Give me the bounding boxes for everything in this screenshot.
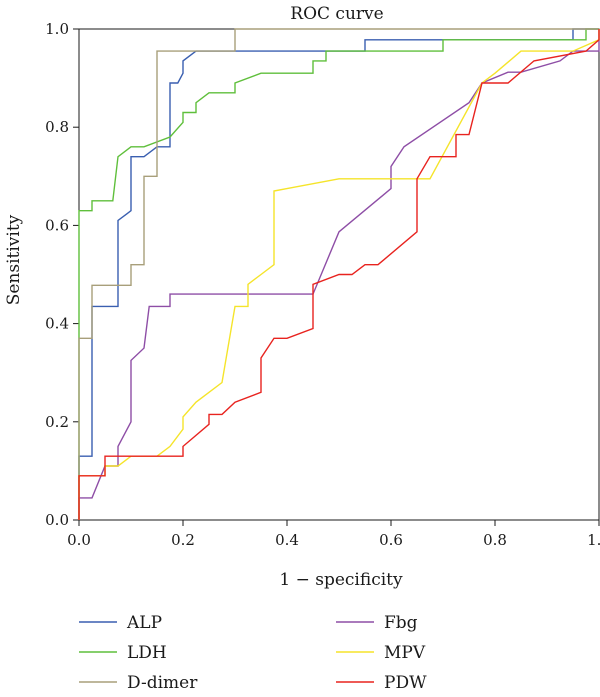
y-tick-label: 0.0: [45, 511, 69, 529]
y-axis-ticks: 0.0 0.2 0.4 0.6 0.8 1.0: [45, 20, 79, 529]
y-tick-label: 0.8: [45, 118, 69, 136]
x-tick-label: 0.8: [483, 531, 507, 549]
y-tick-label: 0.6: [45, 216, 69, 234]
legend-label: D-dimer: [127, 673, 198, 693]
x-tick-label: 0.0: [67, 531, 91, 549]
legend-item-pdw: PDW: [336, 673, 427, 693]
legend-label: MPV: [384, 643, 426, 663]
legend-item-ldh: LDH: [79, 643, 167, 663]
chart-title: ROC curve: [290, 4, 383, 24]
legend-label: PDW: [384, 673, 427, 693]
y-tick-label: 0.2: [45, 413, 69, 431]
y-tick-label: 1.0: [45, 20, 69, 38]
legend-label: Fbg: [384, 613, 418, 633]
x-tick-label: 0.2: [171, 531, 195, 549]
series-lines: [78, 28, 600, 520]
legend-item-alp: ALP: [79, 613, 162, 633]
series-line-alp: [78, 28, 599, 520]
series-line-ldh: [78, 28, 599, 520]
y-axis-label: Sensitivity: [4, 214, 24, 305]
x-tick-label: 1.0: [587, 531, 600, 549]
y-tick-label: 0.4: [45, 315, 69, 333]
legend-item-fbg: Fbg: [336, 613, 418, 633]
x-tick-label: 0.4: [275, 531, 299, 549]
legend: ALP LDH D-dimer Fbg MPV PDW: [79, 613, 427, 693]
x-tick-label: 0.6: [379, 531, 403, 549]
x-axis-ticks: 0.0 0.2 0.4 0.6 0.8 1.0: [67, 520, 600, 549]
legend-item-d-dimer: D-dimer: [79, 673, 198, 693]
series-line-pdw: [78, 29, 600, 520]
x-axis-label: 1 − specificity: [279, 570, 403, 590]
series-line-mpv: [78, 29, 600, 520]
legend-label: LDH: [127, 643, 167, 663]
legend-item-mpv: MPV: [336, 643, 426, 663]
legend-label: ALP: [126, 613, 162, 633]
series-line-d-dimer: [78, 28, 599, 520]
